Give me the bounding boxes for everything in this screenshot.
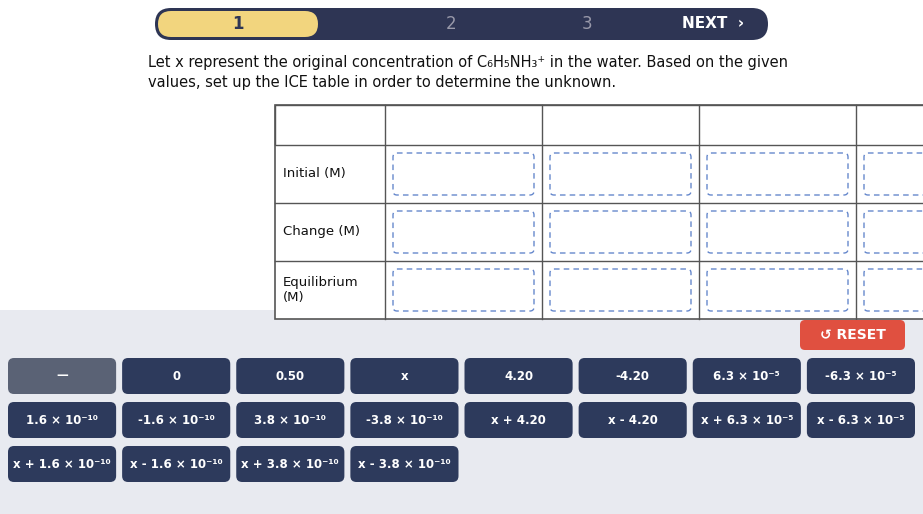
FancyBboxPatch shape [236, 446, 344, 482]
FancyBboxPatch shape [707, 153, 848, 195]
Text: Change (M): Change (M) [283, 226, 360, 238]
Bar [275, 105, 923, 319]
Text: 0.50: 0.50 [276, 370, 305, 382]
FancyBboxPatch shape [393, 211, 534, 253]
FancyBboxPatch shape [122, 402, 230, 438]
FancyBboxPatch shape [236, 358, 344, 394]
Text: 3.8 × 10⁻¹⁰: 3.8 × 10⁻¹⁰ [255, 413, 327, 427]
Text: Equilibrium
(M): Equilibrium (M) [283, 276, 359, 304]
Text: 0: 0 [172, 370, 180, 382]
FancyBboxPatch shape [155, 8, 768, 40]
Text: x - 6.3 × 10⁻⁵: x - 6.3 × 10⁻⁵ [817, 413, 905, 427]
Text: 2: 2 [446, 15, 456, 33]
FancyBboxPatch shape [122, 446, 230, 482]
Text: 6.3 × 10⁻⁵: 6.3 × 10⁻⁵ [713, 370, 780, 382]
FancyBboxPatch shape [579, 358, 687, 394]
Text: x + 4.20: x + 4.20 [491, 413, 546, 427]
FancyBboxPatch shape [158, 11, 318, 37]
FancyBboxPatch shape [807, 402, 915, 438]
Text: 1.6 × 10⁻¹⁰: 1.6 × 10⁻¹⁰ [26, 413, 98, 427]
Text: x + 3.8 × 10⁻¹⁰: x + 3.8 × 10⁻¹⁰ [242, 457, 339, 470]
FancyBboxPatch shape [707, 269, 848, 311]
Text: —: — [56, 370, 68, 382]
Bar [0, 310, 923, 514]
FancyBboxPatch shape [550, 211, 691, 253]
Text: -6.3 × 10⁻⁵: -6.3 × 10⁻⁵ [825, 370, 897, 382]
FancyBboxPatch shape [236, 402, 344, 438]
FancyBboxPatch shape [800, 320, 905, 350]
Text: x - 1.6 × 10⁻¹⁰: x - 1.6 × 10⁻¹⁰ [130, 457, 222, 470]
Text: 3: 3 [581, 15, 593, 33]
Text: -4.20: -4.20 [616, 370, 650, 382]
Text: -1.6 × 10⁻¹⁰: -1.6 × 10⁻¹⁰ [138, 413, 215, 427]
Bar [275, 105, 923, 145]
Bar [0, 0, 923, 310]
Text: +  C₆H₅NH₃⁺(aq): + C₆H₅NH₃⁺(aq) [883, 119, 923, 132]
FancyBboxPatch shape [864, 153, 923, 195]
Text: Let x represent the original concentration of C₆H₅NH₃⁺ in the water. Based on th: Let x represent the original concentrati… [148, 55, 788, 70]
FancyBboxPatch shape [864, 211, 923, 253]
Text: Initial (M): Initial (M) [283, 168, 346, 180]
Text: ⇌   OH⁻(aq): ⇌ OH⁻(aq) [740, 119, 814, 132]
FancyBboxPatch shape [550, 269, 691, 311]
FancyBboxPatch shape [693, 402, 801, 438]
Text: NEXT  ›: NEXT › [682, 16, 744, 31]
Text: H₂O(l): H₂O(l) [602, 119, 640, 132]
FancyBboxPatch shape [864, 269, 923, 311]
Text: ↺ RESET: ↺ RESET [820, 328, 885, 342]
Text: -3.8 × 10⁻¹⁰: -3.8 × 10⁻¹⁰ [366, 413, 443, 427]
Text: 1: 1 [233, 15, 244, 33]
FancyBboxPatch shape [393, 153, 534, 195]
FancyBboxPatch shape [464, 358, 572, 394]
FancyBboxPatch shape [707, 211, 848, 253]
Text: values, set up the ICE table in order to determine the unknown.: values, set up the ICE table in order to… [148, 75, 617, 90]
Text: 4.20: 4.20 [504, 370, 533, 382]
Text: x - 3.8 × 10⁻¹⁰: x - 3.8 × 10⁻¹⁰ [358, 457, 450, 470]
FancyBboxPatch shape [550, 153, 691, 195]
Text: x: x [401, 370, 408, 382]
FancyBboxPatch shape [351, 402, 459, 438]
Text: C₆H₅NH₂(aq)  +: C₆H₅NH₂(aq) + [415, 119, 511, 132]
Text: x + 6.3 × 10⁻⁵: x + 6.3 × 10⁻⁵ [701, 413, 793, 427]
FancyBboxPatch shape [393, 269, 534, 311]
FancyBboxPatch shape [693, 358, 801, 394]
FancyBboxPatch shape [464, 402, 572, 438]
FancyBboxPatch shape [579, 402, 687, 438]
FancyBboxPatch shape [122, 358, 230, 394]
FancyBboxPatch shape [807, 358, 915, 394]
Text: x - 4.20: x - 4.20 [607, 413, 657, 427]
FancyBboxPatch shape [351, 446, 459, 482]
FancyBboxPatch shape [8, 446, 116, 482]
FancyBboxPatch shape [351, 358, 459, 394]
Text: x + 1.6 × 10⁻¹⁰: x + 1.6 × 10⁻¹⁰ [13, 457, 111, 470]
FancyBboxPatch shape [8, 358, 116, 394]
FancyBboxPatch shape [8, 402, 116, 438]
